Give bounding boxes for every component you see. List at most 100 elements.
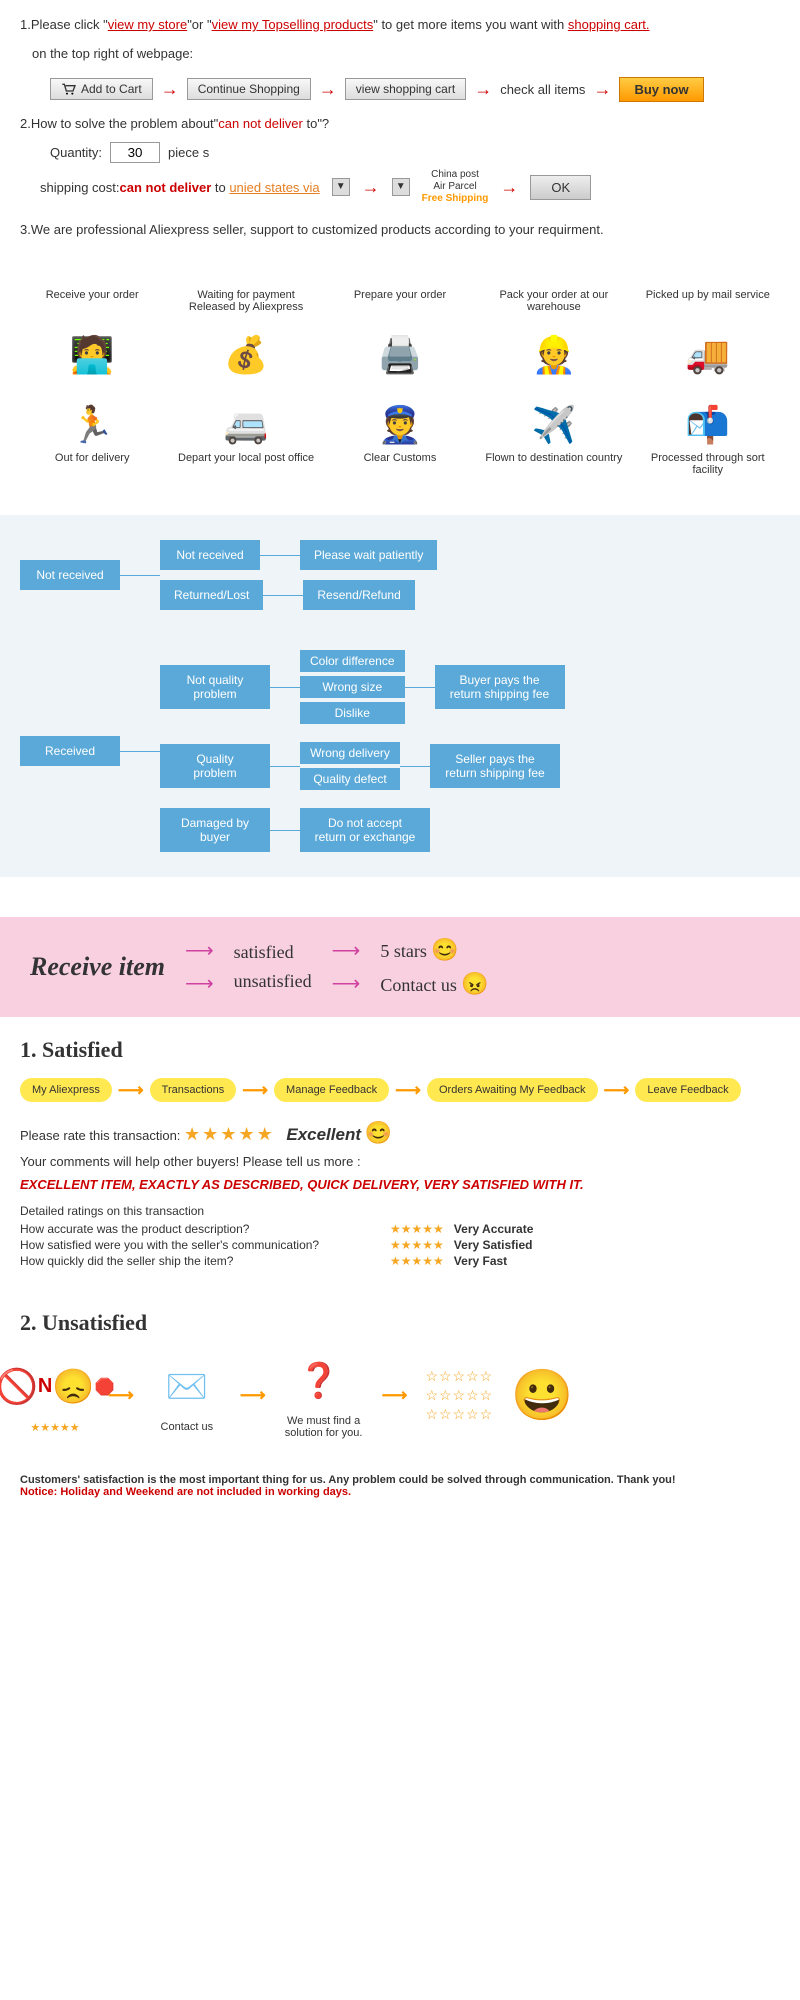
arrow-icon: → xyxy=(474,79,492,100)
chain-step: Leave Feedback xyxy=(635,1078,740,1102)
arrow-icon: ⟶ xyxy=(185,971,214,996)
arrow-icon: → xyxy=(319,79,337,100)
flow-node: Received xyxy=(20,736,120,766)
plane-icon: ✈️ xyxy=(519,397,589,452)
add-to-cart-button[interactable]: Add to Cart xyxy=(50,78,153,100)
receive-item-title: Receive item xyxy=(30,952,165,982)
arrow-icon: ⟶ xyxy=(332,938,361,963)
process-step: Receive your order🧑‍💻 xyxy=(20,289,164,382)
flow-node: Wrong size xyxy=(300,676,405,698)
shipping-row: shipping cost:can not deliver to unied s… xyxy=(40,169,780,205)
flow-node: Color difference xyxy=(300,650,405,672)
instruction-1-note: on the top right of webpage: xyxy=(32,44,780,65)
van-icon: 🚐 xyxy=(211,397,281,452)
star-icons: ★★★★★ xyxy=(390,1238,444,1252)
view-cart-button[interactable]: view shopping cart xyxy=(345,78,466,100)
feedback-chain: My Aliexpress ⟶ Transactions ⟶ Manage Fe… xyxy=(20,1078,780,1102)
arrow-icon: ⟶ xyxy=(395,1080,421,1101)
chain-step: My Aliexpress xyxy=(20,1078,112,1102)
delivery-icon: 🏃 xyxy=(57,397,127,452)
question-icon: ❓ xyxy=(284,1351,354,1411)
process-step: ✈️Flown to destination country xyxy=(482,397,626,490)
happy-emoji-icon: 😊 xyxy=(365,1120,392,1145)
flow-node: Damaged by buyer xyxy=(160,808,270,852)
chain-step: Orders Awaiting My Feedback xyxy=(427,1078,598,1102)
destination-link[interactable]: unied states via xyxy=(229,180,319,195)
continue-shopping-button[interactable]: Continue Shopping xyxy=(187,78,311,100)
solution-step: ❓ We must find a solution for you. xyxy=(284,1351,364,1439)
no-stop-icon: 🚫N😞🛑 ★★★★★ xyxy=(20,1357,90,1434)
quantity-input[interactable] xyxy=(110,142,160,163)
arrow-icon: ⟶ xyxy=(604,1080,630,1101)
warehouse-icon: 👷 xyxy=(519,327,589,382)
arrow-icon: ⟶ xyxy=(108,1385,134,1406)
button-flow-row: Add to Cart → Continue Shopping → view s… xyxy=(50,77,780,102)
satisfied-label: satisfied xyxy=(234,942,312,963)
process-step: 🚐Depart your local post office xyxy=(174,397,318,490)
contact-us-step: ✉️ Contact us xyxy=(152,1357,222,1433)
flow-node: Resend/Refund xyxy=(303,580,414,610)
arrow-icon: ⟶ xyxy=(382,1385,408,1406)
china-post-info: China post Air Parcel Free Shipping xyxy=(422,169,489,205)
process-step: 📬Processed through sort facility xyxy=(636,397,780,490)
process-step: Prepare your order🖨️ xyxy=(328,289,472,382)
chain-step: Transactions xyxy=(150,1078,237,1102)
printer-icon: 🖨️ xyxy=(365,327,435,382)
happy-emoji-icon: 😊 xyxy=(431,937,458,962)
flow-node: Quality defect xyxy=(300,768,400,790)
rate-transaction-row: Please rate this transaction: ★★★★★ Exce… xyxy=(20,1120,780,1146)
flow-node: Do not accept return or exchange xyxy=(300,808,430,852)
star-icons: ★★★★★ xyxy=(390,1222,444,1236)
buy-now-button[interactable]: Buy now xyxy=(619,77,703,102)
arrow-icon: ⟶ xyxy=(185,938,214,963)
sort-icon: 📬 xyxy=(673,397,743,452)
big-smile-icon: 😀 xyxy=(511,1366,573,1425)
star-icons: ★★★★★ xyxy=(390,1254,444,1268)
arrow-icon: → xyxy=(161,79,179,100)
view-store-link[interactable]: view my store xyxy=(108,17,187,32)
arrow-icon: ⟶ xyxy=(332,971,361,996)
process-step: Pack your order at our warehouse👷 xyxy=(482,289,626,382)
flow-node: Seller pays the return shipping fee xyxy=(430,744,560,788)
footer-note: Customers' satisfaction is the most impo… xyxy=(0,1474,800,1518)
five-stars-label: 5 stars xyxy=(380,941,427,961)
unsatisfied-label: unsatisfied xyxy=(234,971,312,992)
flow-node: Not quality problem xyxy=(160,665,270,709)
flow-node: Buyer pays the return shipping fee xyxy=(435,665,565,709)
instruction-2: 2.How to solve the problem about"can not… xyxy=(20,114,780,135)
flow-node: Please wait patiently xyxy=(300,540,437,570)
comments-label: Your comments will help other buyers! Pl… xyxy=(20,1154,780,1169)
quantity-label: Quantity: xyxy=(50,145,102,160)
arrow-icon: → xyxy=(593,79,611,100)
contact-us-label: Contact us xyxy=(380,975,457,995)
ok-button[interactable]: OK xyxy=(530,175,591,200)
instruction-3: 3.We are professional Aliexpress seller,… xyxy=(20,220,780,241)
pieces-label: piece s xyxy=(168,145,209,160)
instruction-1: 1.Please click "view my store"or "view m… xyxy=(20,15,780,36)
example-comment: EXCELLENT ITEM, EXACTLY AS DESCRIBED, QU… xyxy=(20,1177,780,1192)
shopping-cart-link[interactable]: shopping cart. xyxy=(568,17,650,32)
process-step: Waiting for payment Released by Aliexpre… xyxy=(174,289,318,382)
satisfied-title: 1. Satisfied xyxy=(20,1037,780,1063)
resolution-flowchart: Not received Not received Please wait pa… xyxy=(0,515,800,877)
quantity-row: Quantity: piece s xyxy=(50,142,780,163)
payment-icon: 💰 xyxy=(211,327,281,382)
flow-node: Not received xyxy=(160,540,260,570)
process-step: 👮Clear Customs xyxy=(328,397,472,490)
dropdown-icon[interactable]: ▼ xyxy=(392,178,410,196)
chain-step: Manage Feedback xyxy=(274,1078,389,1102)
arrow-icon: ⟶ xyxy=(242,1080,268,1101)
customs-icon: 👮 xyxy=(365,397,435,452)
arrow-icon: → xyxy=(362,177,380,198)
flow-node: Wrong delivery xyxy=(300,742,400,764)
star-grid: ☆☆☆☆☆ ☆☆☆☆☆ ☆☆☆☆☆ xyxy=(425,1368,493,1423)
receive-item-banner: Receive item ⟶ ⟶ satisfied unsatisfied ⟶… xyxy=(0,917,800,1017)
topselling-link[interactable]: view my Topselling products xyxy=(212,17,374,32)
cart-icon xyxy=(61,83,77,95)
flow-node: Returned/Lost xyxy=(160,580,263,610)
check-all-text: check all items xyxy=(500,82,585,97)
truck-icon: 🚚 xyxy=(673,327,743,382)
dropdown-icon[interactable]: ▼ xyxy=(332,178,350,196)
flow-node: Quality problem xyxy=(160,744,270,788)
arrow-icon: → xyxy=(500,177,518,198)
